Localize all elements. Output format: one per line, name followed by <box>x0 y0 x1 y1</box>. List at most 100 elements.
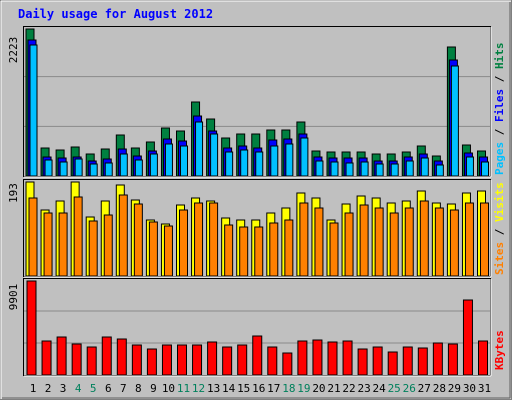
bar-sites <box>329 222 339 277</box>
bar-pages <box>149 153 158 177</box>
bar-kbytes <box>131 344 142 376</box>
legend-sep-2: / <box>493 69 506 89</box>
bar-sites <box>103 214 113 277</box>
x-label-day: 15 <box>237 382 250 395</box>
bar-sites <box>179 209 188 277</box>
panel-hits-files-pages <box>23 26 492 178</box>
legend-kbytes-wrap: KBytes <box>493 330 506 370</box>
x-axis-labels: 1 2 3 4 5 6 7 8 9 10 11 12 13 14 15 16 17 18 19 20 21 22 23 24 2… <box>30 382 491 395</box>
bar-sites <box>224 224 234 277</box>
bar-pages <box>255 151 264 177</box>
bar-pages <box>164 143 173 177</box>
bar-pages <box>59 161 68 177</box>
bar-kbytes <box>462 299 473 376</box>
bar-kbytes <box>177 344 187 376</box>
legend-pages: Pages <box>493 142 506 175</box>
bar-pages <box>44 159 53 177</box>
bar-sites <box>419 200 429 277</box>
bar-sites <box>43 212 53 277</box>
x-label-day: 7 <box>120 382 127 395</box>
legend-sep-3: / <box>493 222 506 242</box>
x-label-day: 31 <box>478 382 491 395</box>
x-label-day: 9 <box>150 382 157 395</box>
bar-pages <box>225 151 234 177</box>
legend-kbytes: KBytes <box>493 330 506 370</box>
bar-sites <box>239 226 249 277</box>
bar-pages <box>315 160 324 177</box>
bar-pages <box>270 145 279 177</box>
bar-sites <box>359 204 369 277</box>
bar-sites <box>118 194 128 277</box>
bar-pages <box>360 161 369 177</box>
x-label-day: 19 <box>297 382 310 395</box>
bar-pages <box>345 162 354 177</box>
legend-files: Files <box>493 89 506 122</box>
bar-kbytes <box>478 340 488 376</box>
bar-sites <box>269 222 279 277</box>
bar-pages <box>104 162 113 177</box>
legend-sites-visits: Sites / Visits <box>493 182 506 275</box>
bar-sites <box>148 221 158 277</box>
bar-sites <box>480 202 489 277</box>
x-label-day: 13 <box>207 382 220 395</box>
bar-kbytes <box>116 338 127 376</box>
bar-pages <box>465 156 474 177</box>
visits-max-label: 193 <box>7 183 20 203</box>
bar-sites <box>389 212 399 277</box>
bar-sites <box>133 203 143 277</box>
bar-pages <box>420 157 429 177</box>
x-label-day: 16 <box>252 382 265 395</box>
bar-kbytes <box>207 341 218 376</box>
bar-kbytes <box>222 346 233 376</box>
x-label-day: 28 <box>433 382 446 395</box>
bar-kbytes <box>71 343 82 376</box>
bar-pages <box>74 158 83 177</box>
x-label-day: 17 <box>267 382 280 395</box>
bar-kbytes <box>327 341 338 376</box>
bar-sites <box>344 212 354 277</box>
bar-kbytes <box>41 340 52 376</box>
bar-pages <box>180 145 188 177</box>
x-label-day: 22 <box>342 382 355 395</box>
x-label-day: 20 <box>312 382 325 395</box>
kbytes-max-label: 9901 <box>7 284 20 311</box>
bar-sites <box>73 196 83 277</box>
bar-kbytes <box>56 336 67 376</box>
bar-kbytes <box>237 344 248 376</box>
bar-sites <box>314 207 324 277</box>
x-label-day: 14 <box>222 382 236 395</box>
bar-sites <box>404 207 414 277</box>
x-label-day: 6 <box>105 382 112 395</box>
bar-kbytes <box>387 351 398 376</box>
bar-pages <box>405 160 414 177</box>
legend-sep-1: / <box>493 122 506 142</box>
x-label-day: 25 <box>388 382 401 395</box>
x-label-day: 26 <box>403 382 416 395</box>
bar-kbytes <box>252 335 263 376</box>
x-label-day: 1 <box>30 382 37 395</box>
bar-kbytes <box>312 339 323 376</box>
bar-kbytes <box>161 344 172 376</box>
bar-pages <box>134 159 143 177</box>
bar-sites <box>209 202 219 277</box>
bar-sites <box>88 220 98 277</box>
bar-sites <box>163 225 173 277</box>
bar-sites <box>28 197 38 277</box>
bar-pages <box>195 121 204 177</box>
x-label-day: 24 <box>373 382 387 395</box>
bar-pages <box>330 161 339 177</box>
bar-pages <box>390 163 399 177</box>
legend-hits: Hits <box>493 43 506 70</box>
bar-kbytes <box>26 280 37 376</box>
bar-sites <box>299 202 309 277</box>
x-label-day: 5 <box>90 382 97 395</box>
x-label-day: 23 <box>357 382 370 395</box>
hits-max-label: 2223 <box>7 37 20 64</box>
bar-pages <box>450 65 459 177</box>
x-label-day: 11 <box>177 382 190 395</box>
x-label-day: 4 <box>75 382 82 395</box>
x-label-day: 27 <box>418 382 431 395</box>
bar-kbytes <box>146 348 157 376</box>
bar-kbytes <box>372 346 383 376</box>
